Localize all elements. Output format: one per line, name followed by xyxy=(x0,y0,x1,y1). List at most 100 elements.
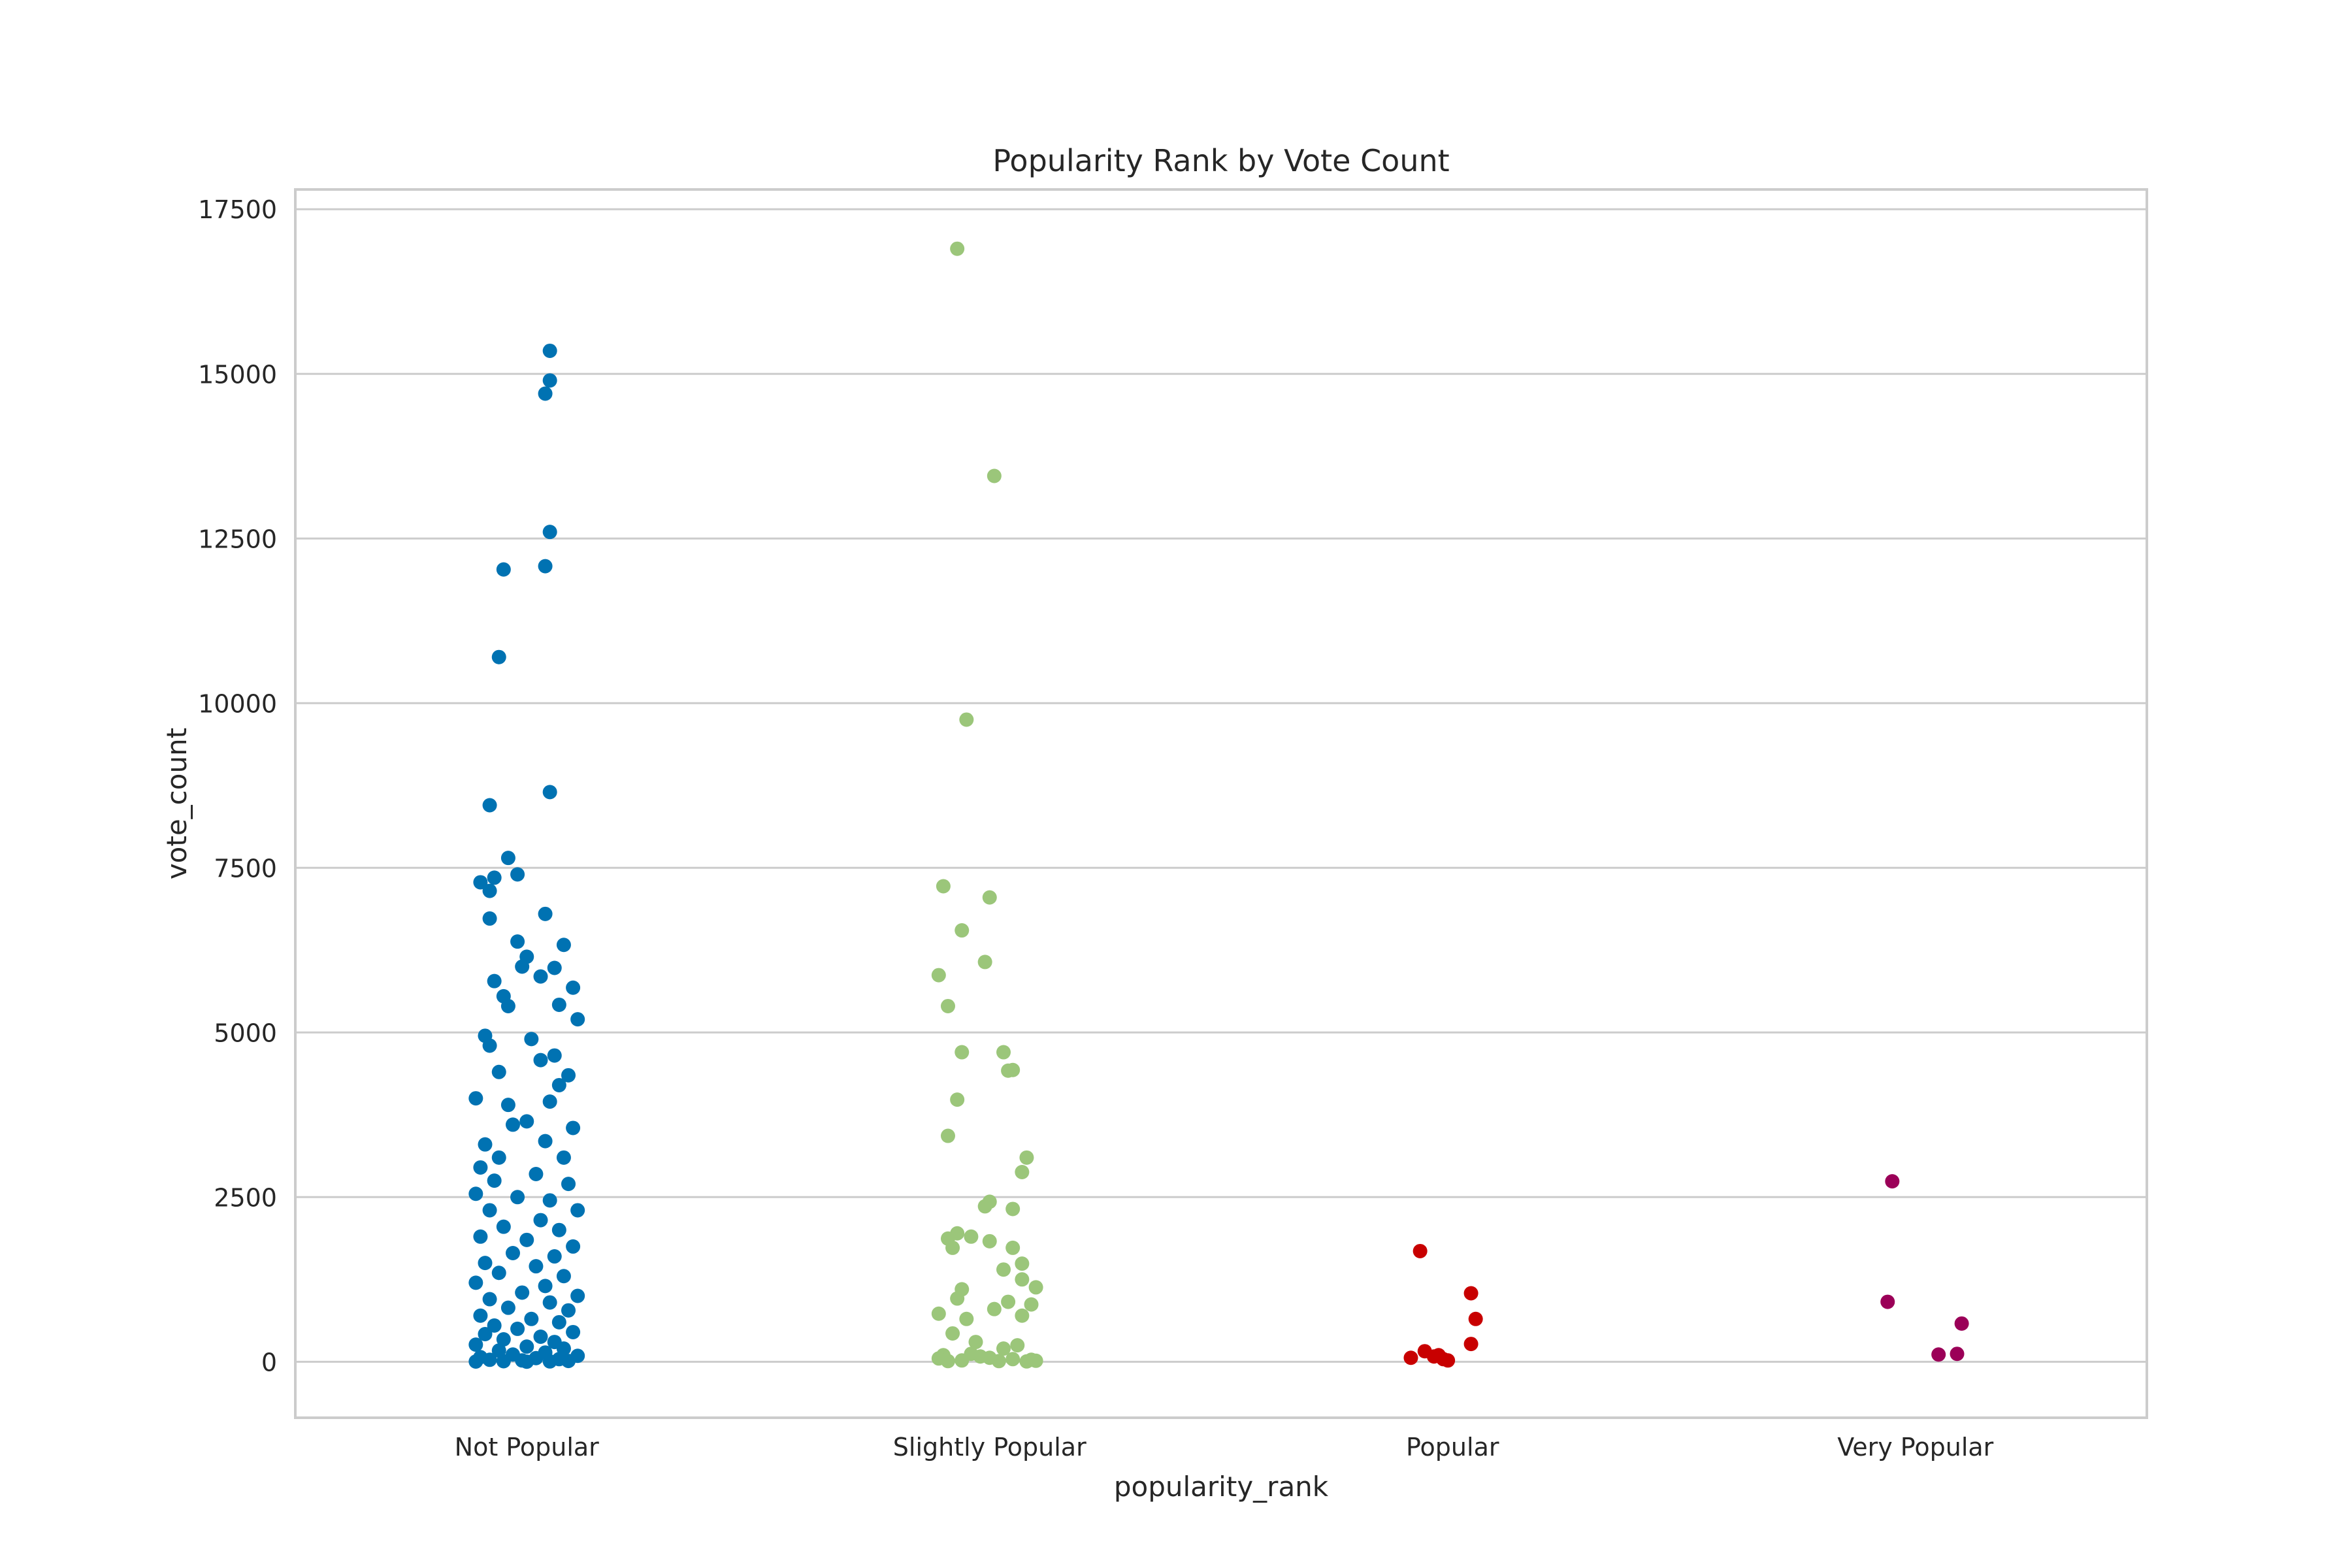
data-point xyxy=(542,373,557,388)
data-point xyxy=(991,1354,1006,1369)
data-point xyxy=(519,1232,534,1247)
data-point xyxy=(977,1199,992,1214)
data-point xyxy=(505,1245,520,1260)
data-point xyxy=(542,343,557,358)
data-point xyxy=(1885,1174,1900,1189)
data-point xyxy=(538,559,553,574)
data-point xyxy=(533,1213,548,1228)
data-point xyxy=(1005,1352,1021,1367)
data-point xyxy=(510,867,525,882)
data-point xyxy=(1468,1311,1483,1326)
data-point xyxy=(547,960,562,975)
data-point xyxy=(987,468,1002,483)
data-point xyxy=(478,1137,493,1152)
data-point xyxy=(570,1203,585,1218)
data-point xyxy=(1950,1347,1965,1362)
data-point xyxy=(482,798,497,813)
data-point xyxy=(538,386,553,401)
data-point xyxy=(1015,1165,1030,1179)
x-tick-label: Not Popular xyxy=(455,1433,600,1462)
data-point xyxy=(996,1341,1011,1356)
data-point xyxy=(551,1315,566,1330)
data-point xyxy=(1441,1353,1456,1368)
data-point xyxy=(1403,1350,1418,1365)
data-point xyxy=(566,1239,581,1254)
data-point xyxy=(487,870,502,885)
data-point xyxy=(1001,1063,1016,1078)
data-point xyxy=(500,1300,515,1315)
data-point xyxy=(510,934,525,949)
data-point xyxy=(542,1193,557,1208)
data-point xyxy=(524,1311,539,1326)
data-point xyxy=(1005,1201,1021,1217)
data-point xyxy=(964,1347,979,1362)
data-point xyxy=(500,1098,515,1113)
y-tick-label: 12500 xyxy=(198,525,277,553)
data-point xyxy=(482,1352,497,1367)
data-point xyxy=(1028,1280,1043,1295)
data-point xyxy=(1001,1294,1016,1309)
y-axis-label: vote_count xyxy=(161,728,193,879)
data-point xyxy=(468,1091,483,1106)
data-point xyxy=(491,1266,506,1281)
data-point xyxy=(551,997,566,1012)
data-point xyxy=(510,1321,525,1336)
data-point xyxy=(940,998,955,1013)
data-point xyxy=(996,1045,1011,1060)
data-point xyxy=(556,1150,571,1165)
data-point xyxy=(1028,1353,1043,1368)
data-point xyxy=(496,562,511,577)
data-point xyxy=(482,883,497,898)
data-point xyxy=(561,1068,576,1083)
data-point xyxy=(515,1285,530,1300)
y-tick-label: 10000 xyxy=(198,689,277,718)
data-point xyxy=(533,969,548,984)
data-point xyxy=(1880,1294,1895,1309)
data-point xyxy=(496,1219,511,1234)
data-point xyxy=(487,1173,502,1188)
data-point xyxy=(931,968,946,983)
data-point xyxy=(556,1269,571,1284)
data-point xyxy=(945,1326,960,1341)
data-point xyxy=(1413,1243,1428,1258)
data-point xyxy=(551,1077,566,1092)
data-point xyxy=(482,1292,497,1307)
data-point xyxy=(491,1150,506,1165)
data-point xyxy=(570,1288,585,1303)
data-point xyxy=(542,785,557,800)
data-point xyxy=(468,1354,483,1369)
data-point xyxy=(473,1229,488,1244)
data-point xyxy=(1463,1337,1478,1352)
data-point xyxy=(500,851,515,866)
data-point xyxy=(561,1354,576,1369)
data-point xyxy=(950,1291,965,1306)
chart-title: Popularity Rank by Vote Count xyxy=(992,143,1449,178)
data-point xyxy=(482,1038,497,1053)
data-point xyxy=(936,879,951,894)
data-point xyxy=(950,241,965,256)
y-tick-label: 7500 xyxy=(214,854,277,883)
data-point xyxy=(959,1311,974,1326)
x-tick-label: Popular xyxy=(1406,1433,1499,1462)
data-point xyxy=(982,1233,997,1249)
data-point xyxy=(533,1330,548,1345)
data-point xyxy=(515,959,530,974)
x-tick-label: Very Popular xyxy=(1837,1433,1993,1462)
data-point xyxy=(561,1303,576,1318)
data-point xyxy=(566,1120,581,1135)
data-point xyxy=(482,911,497,926)
gridlines xyxy=(295,208,2147,1363)
y-tick-label: 0 xyxy=(261,1348,277,1377)
data-point xyxy=(542,1094,557,1109)
data-point xyxy=(1463,1286,1478,1301)
data-point xyxy=(556,938,571,953)
data-point xyxy=(987,1301,1002,1316)
data-point xyxy=(561,1177,576,1192)
data-point xyxy=(1015,1256,1030,1271)
data-point xyxy=(996,1262,1011,1277)
y-tick-label: 17500 xyxy=(198,195,277,224)
y-tick-labels: 0 2500 5000 7500 10000 12500 15000 17500 xyxy=(198,195,277,1377)
data-point xyxy=(538,906,553,921)
data-point xyxy=(500,998,515,1013)
data-point xyxy=(519,1339,534,1354)
